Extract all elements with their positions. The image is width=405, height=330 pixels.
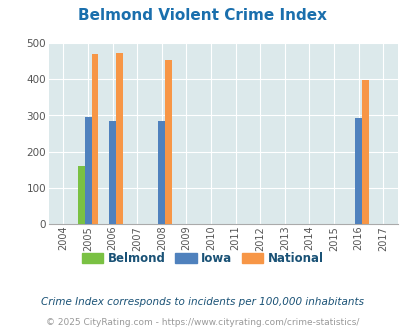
Bar bbox=[84, 117, 91, 224]
Bar bbox=[158, 121, 165, 224]
Bar bbox=[165, 60, 172, 224]
Bar bbox=[116, 53, 123, 224]
Bar bbox=[109, 121, 116, 224]
Bar bbox=[361, 80, 368, 224]
Legend: Belmond, Iowa, National: Belmond, Iowa, National bbox=[77, 247, 328, 270]
Text: Crime Index corresponds to incidents per 100,000 inhabitants: Crime Index corresponds to incidents per… bbox=[41, 297, 364, 307]
Text: © 2025 CityRating.com - https://www.cityrating.com/crime-statistics/: © 2025 CityRating.com - https://www.city… bbox=[46, 318, 359, 327]
Bar bbox=[77, 166, 84, 224]
Bar bbox=[91, 54, 98, 224]
Bar bbox=[354, 118, 361, 224]
Text: Belmond Violent Crime Index: Belmond Violent Crime Index bbox=[78, 8, 327, 23]
